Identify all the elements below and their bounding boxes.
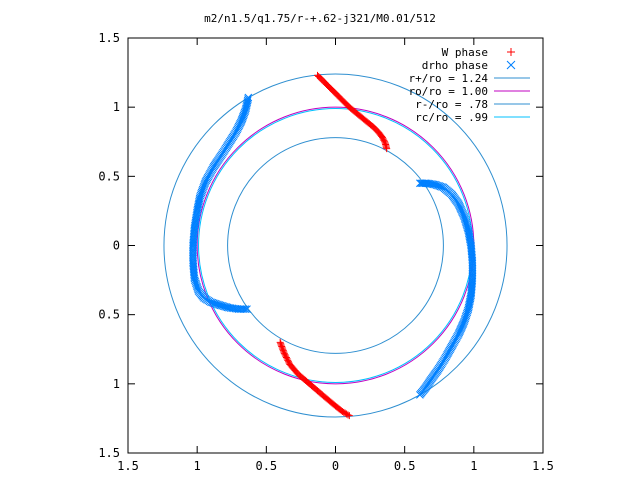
drho-phase-point <box>464 227 473 236</box>
w-phase-point <box>345 412 353 420</box>
drho-phase-point <box>242 102 251 111</box>
y-tick-label: 1.5 <box>98 31 120 45</box>
drho-phase-point <box>222 303 231 311</box>
x-tick-label: 1 <box>470 459 477 473</box>
legend-label: ro/ro = 1.00 <box>409 85 488 98</box>
x-tick-label: 1.5 <box>117 459 139 473</box>
drho-phase-point <box>434 181 442 190</box>
drho-phase-point <box>194 202 202 211</box>
series-W-phase <box>276 71 391 420</box>
drho-phase-point <box>194 200 203 209</box>
drho-phase-point <box>432 181 441 189</box>
x-tick-label: 0.5 <box>255 459 277 473</box>
drho-phase-point <box>464 229 473 238</box>
drho-phase-point <box>238 114 247 123</box>
legend-label: r-/ro = .78 <box>415 98 488 111</box>
drho-phase-point <box>194 199 203 208</box>
drho-phase-point <box>243 305 251 313</box>
drho-phase-point <box>239 111 248 120</box>
drho-phase-point <box>465 299 474 307</box>
drho-phase-point <box>196 193 204 201</box>
drho-phase-point <box>241 106 250 114</box>
axis-ticks: 1.5 1 0.5 0 0.5 1 1.51.510.500.511.5 <box>98 31 554 473</box>
drho-phase-point <box>466 294 475 303</box>
drho-phase-point <box>214 300 222 309</box>
y-tick-label: 1.5 <box>98 446 120 460</box>
drho-phase-point <box>465 297 474 306</box>
circle-0.78 <box>227 137 444 354</box>
drho-phase-point <box>209 299 218 307</box>
drho-phase-point <box>464 226 473 235</box>
x-tick-label: 1.5 <box>532 459 554 473</box>
x-tick-label: 0.5 <box>394 459 416 473</box>
drho-phase-point <box>240 110 248 118</box>
drho-phase-point <box>195 197 203 206</box>
drho-phase-point <box>244 93 253 102</box>
chart-title: m2/n1.5/q1.75/r-+.62-j321/M0.01/512 <box>204 12 436 25</box>
drho-phase-point <box>465 302 473 310</box>
drho-phase-point <box>467 291 475 300</box>
drho-phase-point <box>243 99 251 108</box>
drho-phase-point <box>466 296 474 304</box>
drho-phase-point <box>244 95 252 103</box>
drho-phase-point <box>190 273 199 282</box>
legend-marker <box>507 48 515 56</box>
drho-phase-point <box>416 391 424 399</box>
y-tick-label: 0 <box>113 239 120 253</box>
y-tick-label: 0.5 <box>98 308 120 322</box>
drho-phase-point <box>243 96 252 105</box>
legend-label: r+/ro = 1.24 <box>409 72 489 85</box>
drho-phase-point <box>466 237 475 245</box>
reference-circles <box>163 73 508 418</box>
y-tick-label: 0.5 <box>98 169 120 183</box>
drho-phase-point <box>465 232 474 241</box>
drho-phase-point <box>239 305 248 313</box>
drho-phase-point <box>196 191 205 200</box>
drho-phase-point <box>431 180 439 189</box>
circle-0.99 <box>198 108 473 383</box>
y-tick-label: 1 <box>113 100 120 114</box>
series-drho-phase <box>189 93 477 399</box>
drho-phase-point <box>465 234 474 242</box>
legend-marker <box>506 60 516 70</box>
drho-phase-point <box>466 235 474 244</box>
drho-phase-point <box>463 224 472 233</box>
legend-label: rc/ro = .99 <box>415 111 488 124</box>
drho-phase-point <box>195 196 204 205</box>
x-tick-label: 0 <box>332 459 339 473</box>
drho-phase-point <box>435 182 444 190</box>
data-points <box>189 71 477 420</box>
drho-phase-point <box>193 203 202 212</box>
drho-phase-point <box>465 300 474 309</box>
drho-phase-point <box>240 108 249 117</box>
legend-label: drho phase <box>422 59 488 72</box>
w-phase-point <box>344 411 352 419</box>
legend-label: W phase <box>442 46 488 59</box>
drho-phase-point <box>241 305 250 313</box>
drho-phase-point <box>208 298 217 307</box>
drho-phase-point <box>211 299 220 308</box>
drho-phase-point <box>466 292 475 301</box>
drho-phase-point <box>436 182 445 191</box>
w-phase-point <box>383 145 391 153</box>
drho-phase-point <box>242 104 250 113</box>
drho-phase-point <box>243 98 252 107</box>
drho-phase-point <box>464 303 473 312</box>
drho-phase-point <box>241 107 249 116</box>
drho-phase-point <box>239 112 247 121</box>
drho-phase-point <box>465 230 473 239</box>
y-tick-label: 1 <box>113 377 120 391</box>
drho-phase-point <box>242 101 251 110</box>
x-tick-label: 1 <box>194 459 201 473</box>
drho-phase-point <box>223 303 232 312</box>
drho-phase-point <box>195 194 204 203</box>
drho-phase-point <box>207 298 215 307</box>
circle-1.24 <box>163 73 508 418</box>
drho-phase-point <box>212 300 221 308</box>
